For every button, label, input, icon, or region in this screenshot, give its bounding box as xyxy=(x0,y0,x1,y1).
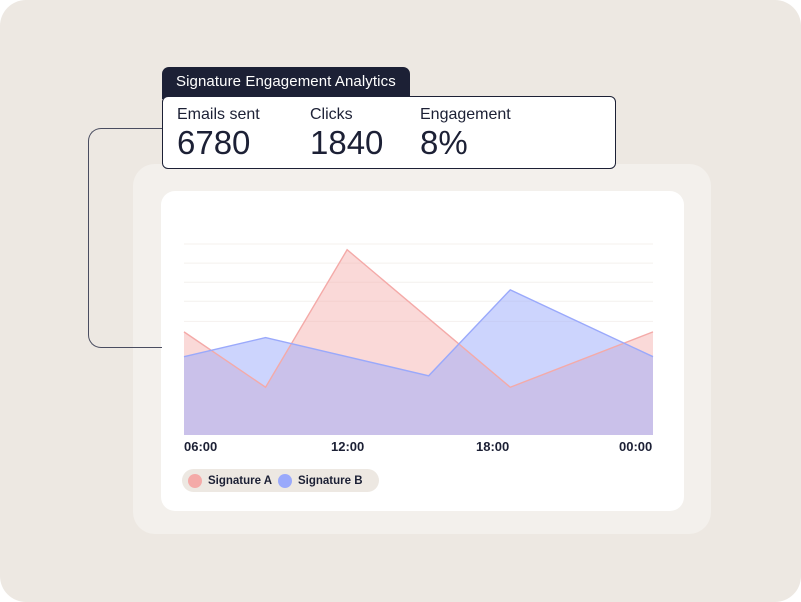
analytics-title: Signature Engagement Analytics xyxy=(162,67,410,99)
x-tick-label: 06:00 xyxy=(184,439,218,454)
stat-emails-sent: Emails sent 6780 xyxy=(177,105,260,161)
legend-swatch-icon xyxy=(278,473,292,488)
x-tick-label: 00:00 xyxy=(619,439,653,454)
stat-engagement: Engagement 8% xyxy=(420,105,511,161)
series-line-signature-a xyxy=(183,248,654,389)
legend-item-signature-b[interactable]: Signature B xyxy=(278,469,363,492)
series-area-signature-b xyxy=(184,289,653,435)
series-line-signature-b xyxy=(183,288,654,377)
stat-label: Emails sent xyxy=(177,106,260,123)
x-tick-label: 18:00 xyxy=(476,439,510,454)
legend-label: Signature A xyxy=(208,474,273,487)
legend-swatch-icon xyxy=(188,473,202,488)
stat-label: Engagement xyxy=(420,106,511,123)
connector-line xyxy=(88,128,162,348)
stat-label: Clicks xyxy=(310,106,353,123)
stat-value: 8% xyxy=(420,124,468,161)
stat-value: 6780 xyxy=(177,124,251,161)
stat-value: 1840 xyxy=(310,124,384,161)
stat-clicks: Clicks 1840 xyxy=(310,105,383,161)
legend-label: Signature B xyxy=(298,474,363,487)
legend-item-signature-a[interactable]: Signature A xyxy=(188,469,272,492)
x-tick-label: 12:00 xyxy=(331,439,365,454)
chart-legend: Signature A Signature B xyxy=(182,469,379,492)
stats-box: Emails sent 6780 Clicks 1840 Engagement … xyxy=(162,96,616,169)
